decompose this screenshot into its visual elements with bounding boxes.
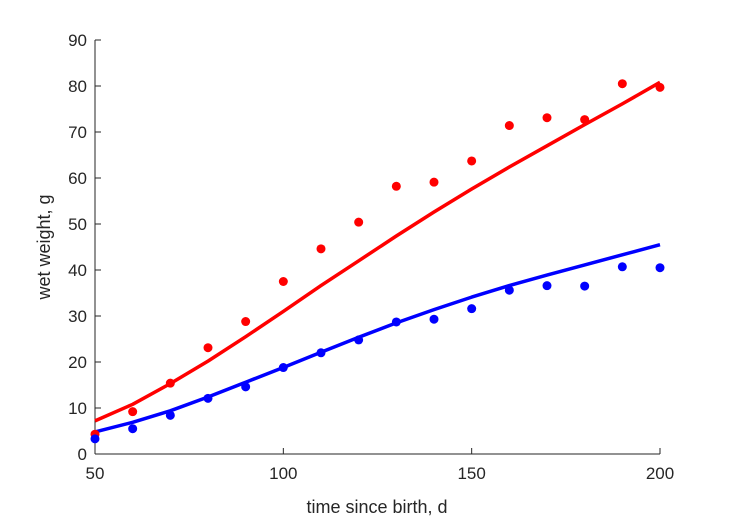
y-tick-label: 20	[68, 353, 87, 372]
data-point	[391, 181, 401, 191]
data-point	[316, 348, 326, 358]
y-tick-label: 80	[68, 77, 87, 96]
data-point	[354, 217, 364, 227]
x-ticks: 50 100 150 200	[86, 448, 674, 483]
data-point	[467, 304, 477, 314]
data-point	[504, 121, 514, 131]
data-point	[241, 317, 251, 327]
y-tick-label: 0	[78, 445, 87, 464]
data-point	[429, 314, 439, 324]
axes	[94, 40, 660, 455]
y-tick-label: 50	[68, 215, 87, 234]
data-point	[429, 177, 439, 187]
data-point	[542, 281, 552, 291]
data-point	[203, 393, 213, 403]
data-point	[504, 285, 514, 295]
x-tick-label: 150	[457, 464, 485, 483]
y-ticks: 0 10 20 30 40 50 60 70 80 90	[68, 31, 101, 464]
y-axis-label: wet weight, g	[34, 194, 54, 300]
data-point	[90, 434, 100, 444]
data-point	[241, 382, 251, 392]
fit-line-2	[94, 243, 661, 434]
data-point	[278, 363, 288, 373]
data-point	[617, 79, 627, 89]
x-tick-label: 200	[646, 464, 674, 483]
y-tick-label: 70	[68, 123, 87, 142]
data-point	[203, 343, 213, 353]
x-tick-label: 50	[86, 464, 105, 483]
y-tick-label: 10	[68, 399, 87, 418]
x-tick-label: 100	[269, 464, 297, 483]
data-point	[617, 262, 627, 272]
data-point	[542, 113, 552, 123]
data-point	[354, 335, 364, 345]
y-tick-label: 60	[68, 169, 87, 188]
y-tick-label: 90	[68, 31, 87, 50]
data-point	[655, 82, 665, 92]
fit-line-1	[94, 80, 661, 423]
fit-lines	[94, 80, 661, 434]
data-point	[128, 424, 138, 434]
data-point	[316, 244, 326, 254]
data-point	[467, 156, 477, 166]
data-points	[90, 79, 665, 444]
data-point	[165, 410, 175, 420]
data-point	[391, 317, 401, 327]
data-point	[278, 277, 288, 286]
data-point	[580, 115, 590, 125]
y-tick-label: 40	[68, 261, 87, 280]
data-point	[580, 281, 590, 291]
y-tick-label: 30	[68, 307, 87, 326]
x-axis-label: time since birth, d	[306, 497, 447, 517]
data-point	[165, 378, 175, 388]
data-point	[128, 407, 138, 417]
data-point	[655, 263, 665, 273]
